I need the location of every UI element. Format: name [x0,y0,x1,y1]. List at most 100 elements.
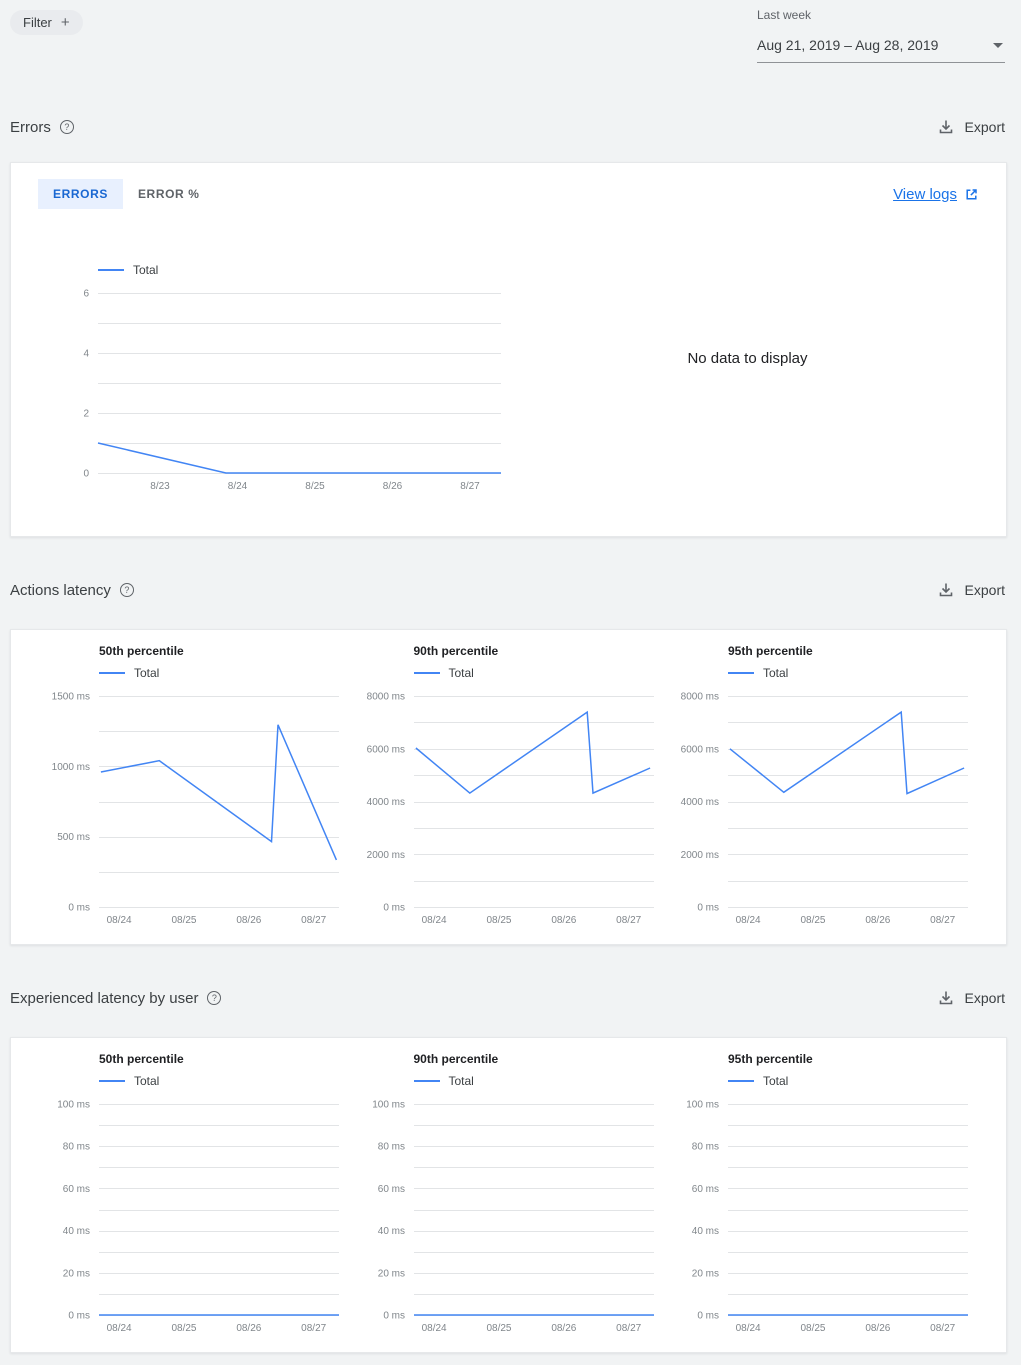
chart-title: 50th percentile [99,1052,184,1066]
svg-text:08/25: 08/25 [486,1323,511,1334]
line-chart-actions-p90: 0 ms 2000 ms 4000 ms 6000 ms 8000 ms 08/24 08/… [356,690,662,936]
chart-block-actions-p50: 50th percentile Total 0 ms 500 ms 1000 ms 1… [41,644,347,936]
svg-text:2000 ms: 2000 ms [681,850,719,861]
help-icon[interactable]: ? [207,991,222,1005]
chart-title: 95th percentile [728,644,813,658]
svg-text:60 ms: 60 ms [63,1184,90,1195]
svg-text:4: 4 [83,349,89,360]
svg-text:0 ms: 0 ms [697,1311,719,1322]
svg-text:08/24: 08/24 [421,1323,446,1334]
chart-title: 95th percentile [728,1052,813,1066]
download-icon [939,991,952,1005]
chart-title: 50th percentile [99,644,184,658]
tab-errors[interactable]: ERRORS [38,179,123,209]
svg-text:4000 ms: 4000 ms [366,797,404,808]
line-chart-user-p50: 0 ms 20 ms 40 ms 60 ms 80 ms 100 ms 08/24 08/25… [41,1098,347,1344]
svg-text:08/26: 08/26 [865,915,890,926]
svg-text:40 ms: 40 ms [377,1226,404,1237]
filter-chip[interactable]: Filter + [10,10,83,35]
svg-text:100 ms: 100 ms [686,1100,719,1111]
svg-text:08/25: 08/25 [486,915,511,926]
errors-tabs: ERRORS ERROR % View logs [38,179,979,209]
svg-text:08/24: 08/24 [107,915,132,926]
errors-card: ERRORS ERROR % View logs Total 0 2 4 6 8/23 8… [10,162,1007,537]
export-button[interactable]: Export [935,577,1007,603]
svg-text:08/26: 08/26 [551,915,576,926]
svg-text:100 ms: 100 ms [372,1100,405,1111]
section-title-actions-latency: Actions latency [10,581,111,599]
user-latency-card: 50th percentile Total 0 ms 20 ms 40 ms 60 m… [10,1037,1007,1353]
svg-text:8/23: 8/23 [150,481,170,492]
svg-text:20 ms: 20 ms [63,1268,90,1279]
svg-text:0 ms: 0 ms [383,1311,405,1322]
svg-text:100 ms: 100 ms [57,1100,90,1111]
legend-line-swatch [99,672,125,674]
svg-text:0 ms: 0 ms [697,903,719,914]
errors-chart-block: Total 0 2 4 6 8/23 8/24 8/25 8/26 8/27 [38,255,516,502]
topbar: Filter + Last week Aug 21, 2019 – Aug 28… [10,0,1007,70]
tab-error-percent[interactable]: ERROR % [137,187,200,201]
chart-legend: Total [413,1074,662,1088]
legend-label: Total [763,666,789,680]
svg-text:1500 ms: 1500 ms [52,692,90,703]
user-latency-section-header: Experienced latency by user ? Export [10,985,1007,1011]
plus-icon: + [60,14,70,31]
chart-legend: Total [728,1074,976,1088]
svg-text:8000 ms: 8000 ms [366,692,404,703]
export-label: Export [964,990,1005,1006]
help-icon[interactable]: ? [119,583,134,597]
svg-text:08/24: 08/24 [421,915,446,926]
chart-block-user-p95: 95th percentile Total 0 ms 20 ms 40 ms 60 m… [670,1052,976,1344]
svg-text:08/25: 08/25 [800,1323,825,1334]
section-title-user-latency: Experienced latency by user [10,989,199,1007]
svg-text:8/27: 8/27 [460,481,480,492]
download-icon [939,583,952,597]
line-chart-actions-p50: 0 ms 500 ms 1000 ms 1500 ms 08/24 08/25 08/26 0… [41,690,347,936]
legend-label: Total [134,1074,160,1088]
help-icon[interactable]: ? [59,120,74,134]
legend-line-swatch [413,672,440,674]
legend-line-swatch [99,1080,125,1082]
export-button[interactable]: Export [935,114,1007,140]
chart-legend: Total [98,263,516,277]
filter-label: Filter [23,15,52,30]
svg-text:08/27: 08/27 [616,915,641,926]
chart-legend: Total [99,1074,347,1088]
legend-line-swatch [413,1080,440,1082]
svg-text:08/27: 08/27 [301,915,326,926]
svg-text:08/26: 08/26 [236,915,261,926]
svg-text:08/24: 08/24 [736,1323,761,1334]
svg-text:60 ms: 60 ms [377,1184,404,1195]
chart-block-user-p50: 50th percentile Total 0 ms 20 ms 40 ms 60 m… [41,1052,347,1344]
svg-text:500 ms: 500 ms [57,832,90,843]
export-label: Export [964,582,1005,598]
svg-text:08/27: 08/27 [930,1323,955,1334]
chart-legend: Total [413,666,662,680]
svg-text:6000 ms: 6000 ms [681,744,719,755]
caret-down-icon [993,42,1003,48]
errors-card-body: Total 0 2 4 6 8/23 8/24 8/25 8/26 8/27 No data t… [38,255,979,502]
view-logs-label: View logs [893,185,957,203]
svg-text:0 ms: 0 ms [68,1311,90,1322]
svg-text:08/27: 08/27 [301,1323,326,1334]
export-button[interactable]: Export [935,985,1007,1011]
no-data-message: No data to display [687,350,808,367]
line-chart-errors: 0 2 4 6 8/23 8/24 8/25 8/26 8/27 [38,287,516,502]
period-label: Last week [757,8,812,22]
svg-text:20 ms: 20 ms [692,1268,719,1279]
svg-text:0: 0 [83,469,89,480]
svg-text:08/25: 08/25 [171,1323,196,1334]
date-range-select[interactable]: Last week Aug 21, 2019 – Aug 28, 2019 [757,8,1005,63]
legend-label: Total [448,666,474,680]
legend-label: Total [448,1074,474,1088]
svg-text:8/24: 8/24 [228,481,248,492]
view-logs-link[interactable]: View logs [893,186,979,203]
svg-text:0 ms: 0 ms [68,903,90,914]
svg-text:08/27: 08/27 [616,1323,641,1334]
svg-text:4000 ms: 4000 ms [681,797,719,808]
errors-section-header: Errors ? Export [10,114,1007,140]
svg-text:08/27: 08/27 [930,915,955,926]
legend-label: Total [134,666,160,680]
chart-legend: Total [728,666,976,680]
